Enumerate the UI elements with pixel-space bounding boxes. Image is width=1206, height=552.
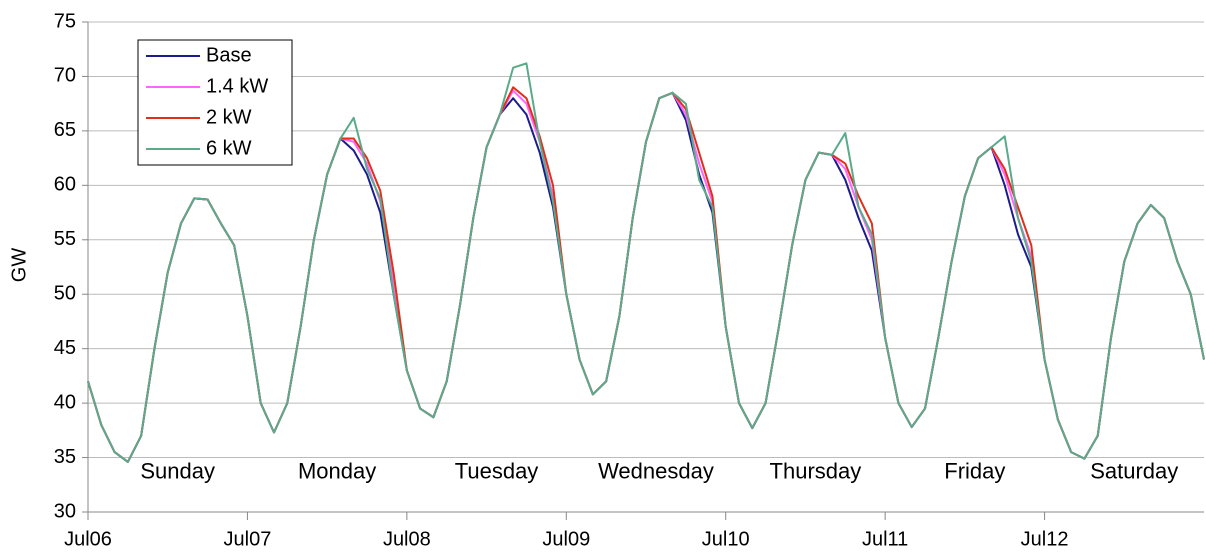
day-label: Sunday [140,459,215,484]
day-label: Tuesday [455,459,539,484]
x-tick-label: Jul06 [64,528,112,550]
day-label: Friday [944,459,1005,484]
x-tick-label: Jul07 [224,528,272,550]
x-tick-label: Jul10 [702,528,750,550]
y-tick-label: 50 [54,283,76,305]
y-tick-label: 40 [54,391,76,413]
x-tick-label: Jul09 [542,528,590,550]
legend-label: Base [206,44,252,66]
y-tick-label: 45 [54,337,76,359]
y-tick-label: 65 [54,119,76,141]
legend-label: 1.4 kW [206,75,268,97]
legend-label: 6 kW [206,137,252,159]
legend-box [137,39,293,166]
day-label: Wednesday [598,459,714,484]
x-tick-label: Jul11 [862,528,908,550]
legend-label: 2 kW [206,106,252,128]
day-label: Monday [298,459,376,484]
y-tick-label: 35 [54,446,76,468]
y-tick-label: 60 [54,174,76,196]
y-tick-label: 75 [54,10,76,32]
x-tick-label: Jul12 [1021,528,1069,550]
series-line [87,62,1205,463]
y-tick-label: 55 [54,228,76,250]
x-tick-label: Jul08 [383,528,431,550]
y-axis-label: GW [8,248,30,283]
day-label: Saturday [1090,459,1178,484]
y-tick-label: 30 [54,500,76,522]
y-tick-label: 70 [54,65,76,87]
day-label: Thursday [770,459,862,484]
